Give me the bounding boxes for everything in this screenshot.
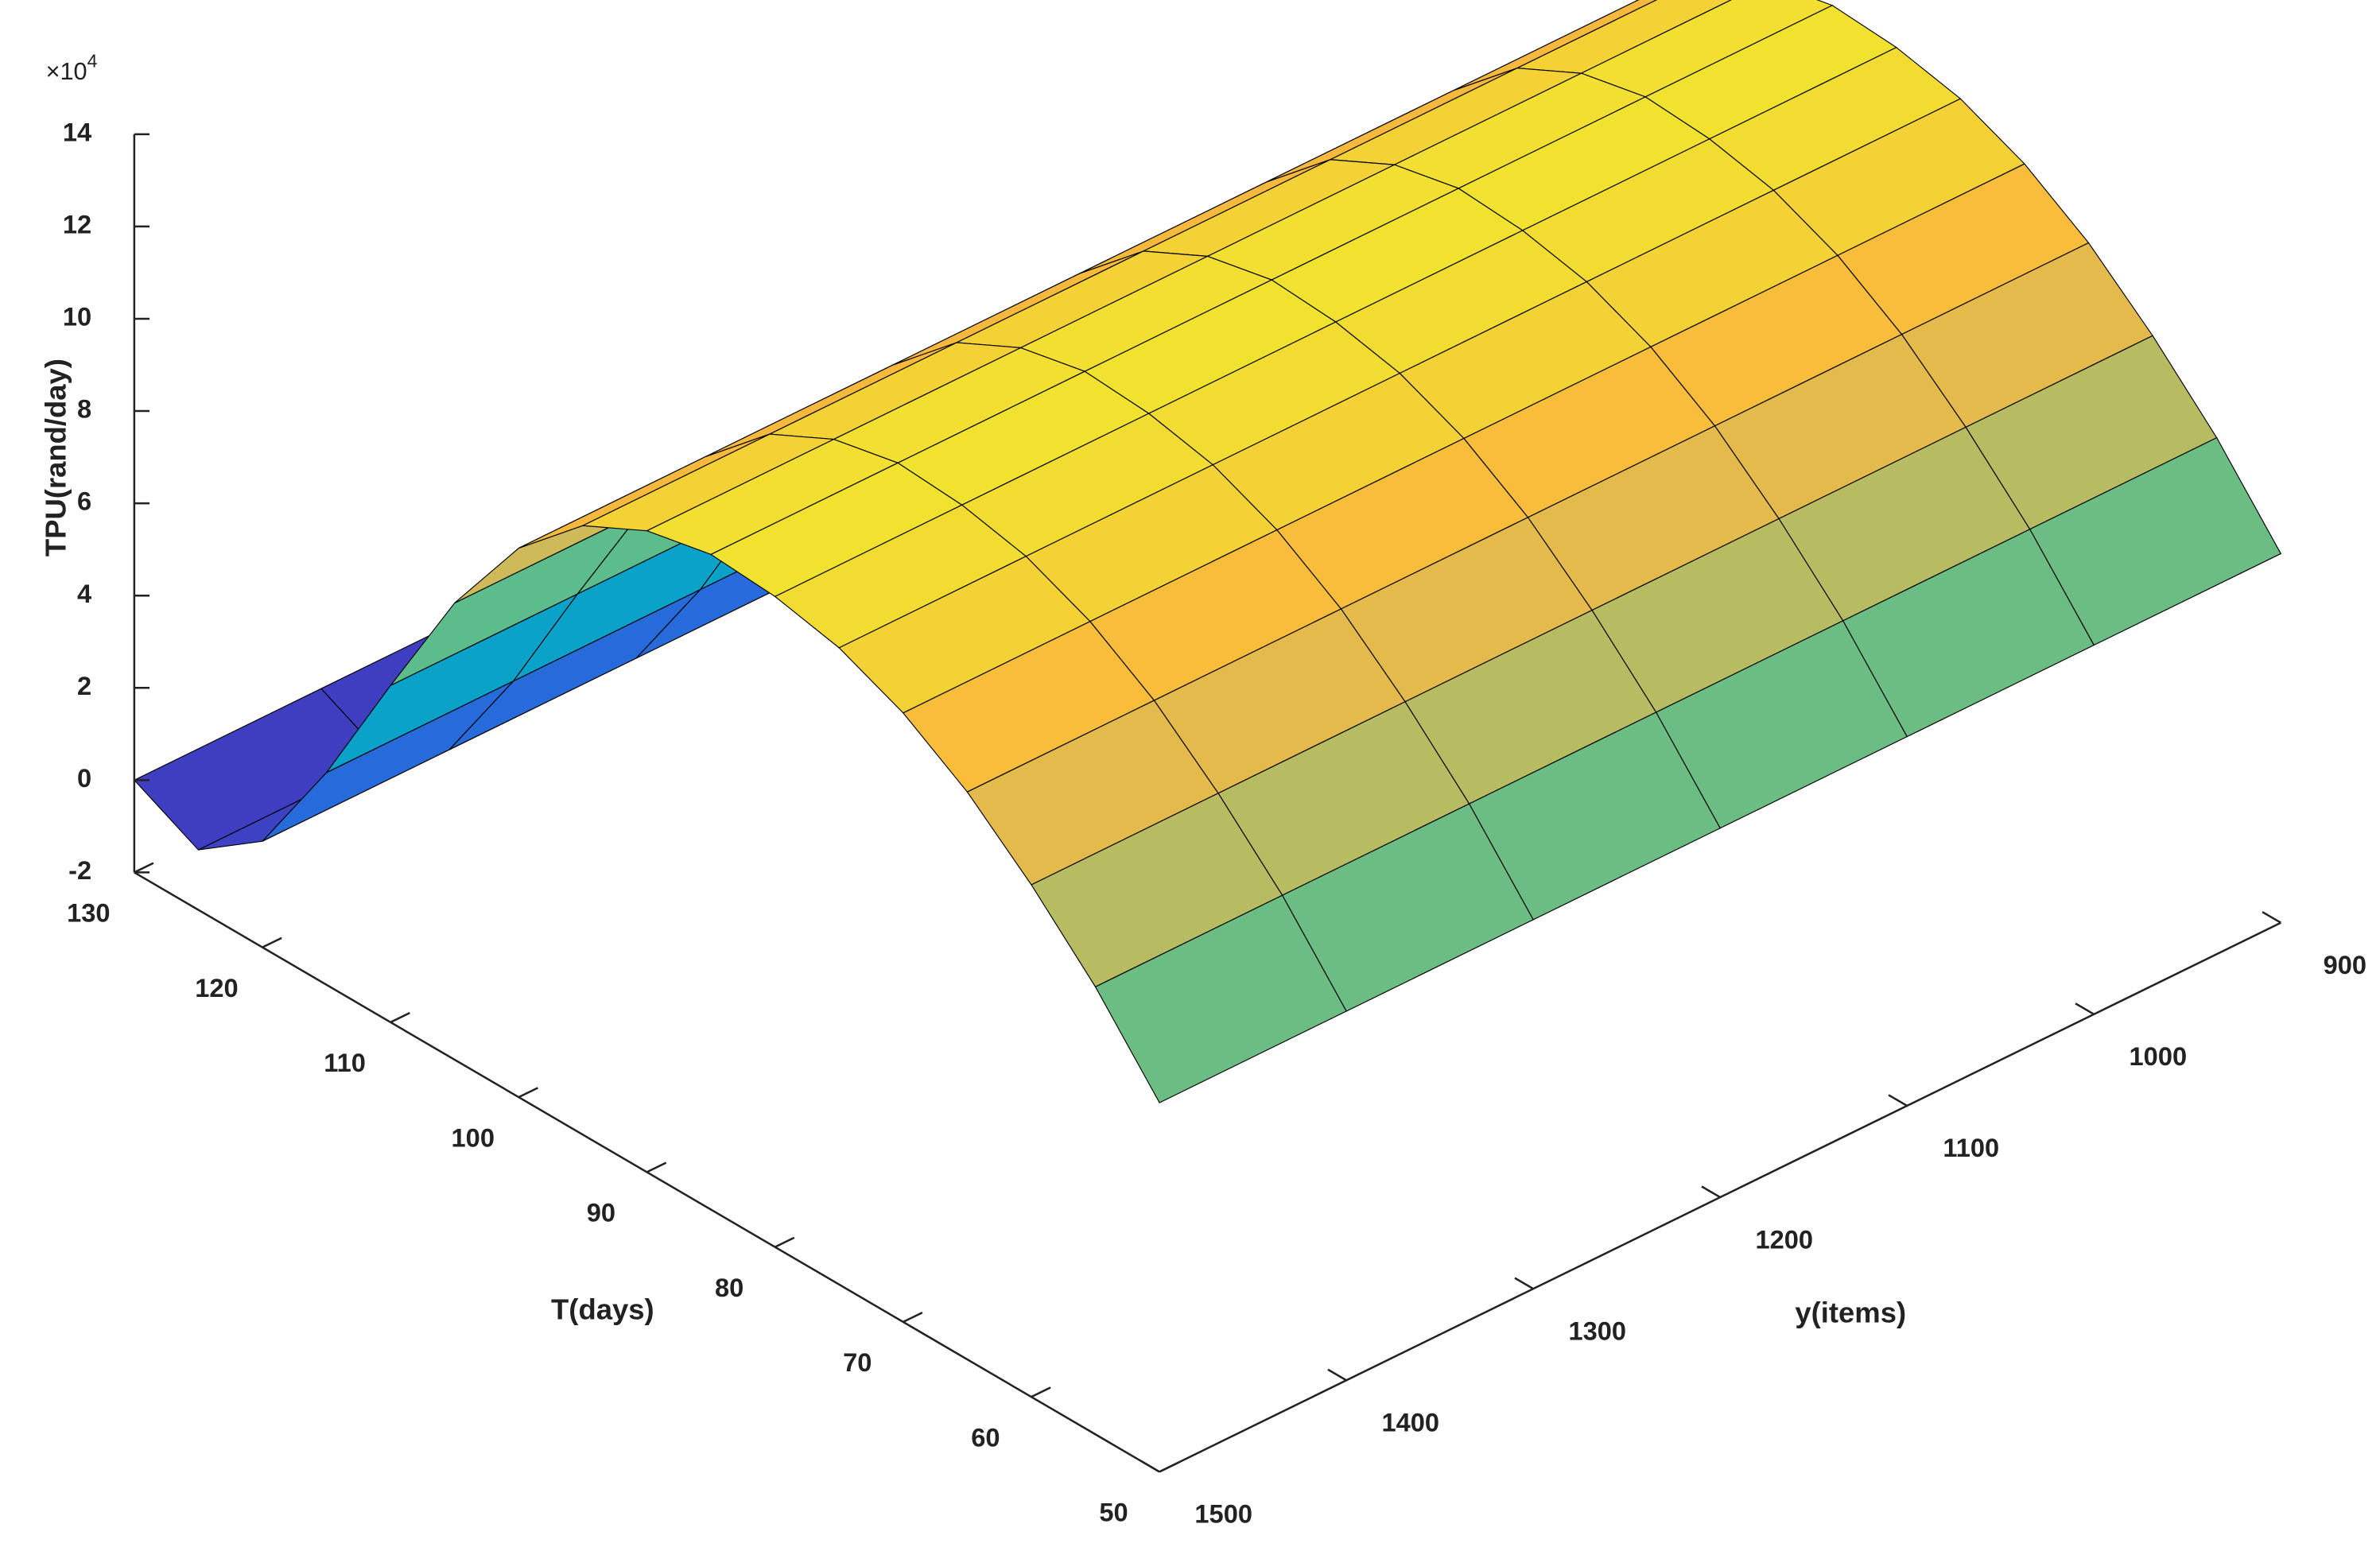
z-tick-label: 4 [77, 579, 91, 608]
z-tick-label: 14 [63, 117, 91, 146]
surface-patch [1094, 894, 1347, 1103]
x-tick [518, 1087, 539, 1099]
x-tick [775, 1236, 795, 1248]
axes: 5060708090100110120130900100011001200130… [63, 117, 2366, 1528]
z-tick-label: -2 [68, 855, 91, 885]
y-axis-title: y(items) [1795, 1296, 1906, 1328]
x-tick [262, 936, 282, 948]
x-tick-label: 120 [195, 973, 238, 1002]
x-tick [390, 1011, 410, 1024]
y-tick [1514, 1277, 1534, 1290]
z-axis-title: TPU(rand/day) [40, 359, 72, 556]
y-tick-label: 1000 [2130, 1041, 2188, 1071]
y-tick [1888, 1094, 1908, 1107]
y-tick-label: 1300 [1568, 1316, 1626, 1345]
x-tick-label: 60 [971, 1422, 1000, 1452]
z-scale-base: ×10 [46, 57, 87, 85]
y-tick-label: 900 [2324, 950, 2366, 979]
y-tick-label: 1100 [1943, 1133, 1999, 1162]
x-tick [1031, 1386, 1051, 1398]
y-tick [1140, 1460, 1160, 1473]
x-tick [134, 862, 154, 874]
y-tick-label: 1200 [1756, 1224, 1814, 1254]
z-tick-label: 0 [77, 763, 91, 793]
x-tick-label: 100 [452, 1122, 495, 1152]
z-tick-label: 10 [63, 302, 91, 332]
z-tick-label: 12 [63, 210, 91, 239]
x-tick-label: 70 [843, 1347, 872, 1377]
x-tick-label: 90 [587, 1198, 615, 1227]
y-tick-label: 1400 [1381, 1408, 1439, 1437]
y-tick [2075, 1002, 2095, 1015]
x-tick-label: 110 [324, 1048, 366, 1077]
z-tick-label: 2 [77, 671, 91, 700]
x-tick [646, 1161, 667, 1173]
y-tick [1701, 1185, 1721, 1199]
x-tick-label: 80 [715, 1273, 744, 1302]
surface [133, 0, 2282, 1103]
y-tick-label: 1500 [1194, 1499, 1252, 1529]
y-tick [1327, 1368, 1347, 1382]
z-tick-label: 8 [77, 394, 91, 424]
y-tick [2262, 911, 2281, 924]
z-scale-exponent: 4 [87, 51, 98, 72]
x-tick-label: 130 [67, 898, 110, 928]
x-axis-title: T(days) [551, 1293, 654, 1326]
x-tick [903, 1311, 923, 1324]
z-tick-label: 6 [77, 487, 91, 516]
z-scale: ×104 [46, 51, 98, 85]
x-tick [1159, 1461, 1179, 1473]
x-tick-label: 50 [1099, 1498, 1128, 1527]
